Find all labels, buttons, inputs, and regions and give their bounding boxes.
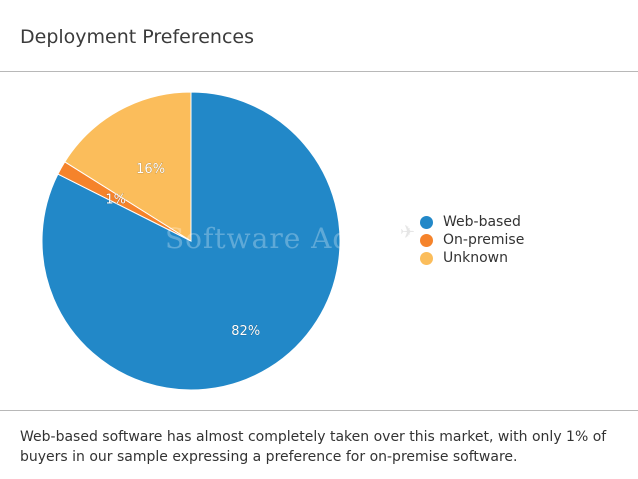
- bottom-divider: [0, 410, 638, 411]
- legend-item-unknown: Unknown: [420, 249, 524, 267]
- pie-slice-unknown: [64, 91, 192, 242]
- legend-swatch-unknown: [420, 251, 433, 265]
- chart-title: Deployment Preferences: [20, 26, 255, 48]
- top-divider: [0, 71, 638, 72]
- legend-label-unknown: Unknown: [443, 250, 508, 266]
- pie-labels: 82% 1% 16%: [105, 162, 260, 339]
- watermark-logo-icon: ✈: [400, 222, 416, 243]
- pie-label-web-based: 82%: [231, 324, 260, 339]
- legend-swatch-web-based: [420, 215, 433, 229]
- legend-label-on-premise: On-premise: [443, 232, 525, 248]
- legend-swatch-on-premise: [420, 233, 433, 247]
- pie-label-unknown: 16%: [136, 162, 165, 177]
- legend-item-web-based: Web-based: [420, 213, 524, 231]
- chart-legend: Web-based On-premise Unknown: [420, 213, 524, 267]
- pie-chart: 82% 1% 16%: [41, 91, 341, 391]
- legend-label-web-based: Web-based: [443, 214, 521, 230]
- legend-item-on-premise: On-premise: [420, 231, 524, 249]
- chart-caption: Web-based software has almost completely…: [20, 429, 607, 465]
- pie-label-on-premise: 1%: [105, 193, 126, 208]
- pie-slices: [41, 91, 341, 391]
